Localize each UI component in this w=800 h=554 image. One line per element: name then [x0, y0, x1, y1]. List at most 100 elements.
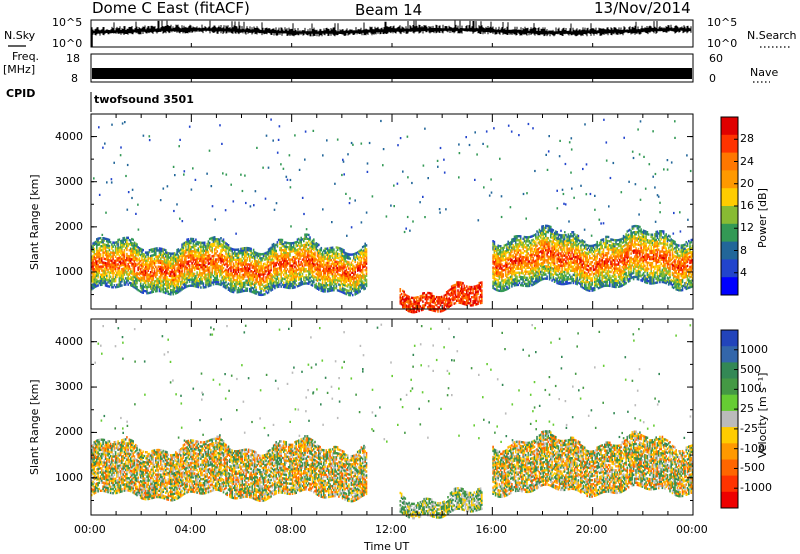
echo-cell — [290, 270, 292, 273]
echo-cell — [192, 254, 195, 257]
echo-cell — [321, 253, 324, 256]
echo-cell — [289, 268, 291, 271]
echo-cell — [518, 245, 521, 248]
echo-cell — [172, 293, 175, 296]
echo-cell — [328, 265, 330, 268]
echo-cell — [187, 284, 190, 288]
echo-cell — [541, 227, 543, 230]
echo-cell — [402, 301, 404, 305]
echo-cell — [155, 286, 157, 289]
echo-cell — [106, 252, 108, 255]
echo-cell — [191, 268, 193, 271]
echo-cell — [282, 257, 285, 260]
echo-cell — [537, 255, 540, 259]
echo-cell — [492, 254, 494, 257]
echo-cell — [530, 247, 532, 251]
echo-cell — [254, 273, 256, 276]
echo-cell — [501, 269, 503, 272]
echo-cell — [132, 271, 134, 274]
echo-cell — [218, 267, 221, 270]
echo-cell — [334, 278, 336, 282]
echo-cell — [234, 268, 236, 272]
echo-cell — [134, 283, 137, 286]
echo-cell — [143, 289, 146, 293]
echo-cell — [447, 302, 449, 305]
echo-cell — [107, 252, 109, 255]
echo-cell — [478, 300, 481, 303]
echo-cell — [175, 263, 177, 267]
echo-cell — [334, 256, 336, 259]
echo-cell — [476, 288, 478, 292]
echo-cell — [98, 261, 101, 264]
echo-cell — [296, 248, 299, 251]
echo-cell — [132, 246, 134, 250]
echo-cell — [98, 237, 101, 240]
echo-cell — [292, 247, 295, 251]
echo-cell — [407, 305, 409, 308]
echo-cell — [506, 267, 508, 270]
echo-cell — [108, 277, 111, 280]
echo-cell — [280, 265, 282, 268]
echo-cell — [244, 269, 246, 272]
echo-cell — [211, 259, 213, 262]
echo-cell — [501, 263, 503, 266]
echo-cell — [261, 293, 264, 296]
echo-cell — [267, 264, 270, 267]
echo-cell — [474, 301, 477, 304]
echo-cell — [139, 272, 142, 275]
echo-cell — [433, 305, 435, 308]
echo-cell — [494, 267, 497, 271]
echo-cell — [497, 256, 499, 260]
echo-cell — [299, 247, 301, 250]
echo-cell — [476, 286, 478, 290]
echo-cell — [502, 257, 504, 260]
echo-cell — [118, 238, 121, 241]
echo-cell — [235, 281, 237, 284]
echo-cell — [310, 240, 313, 244]
echo-cell — [138, 279, 141, 282]
echo-cell — [213, 276, 216, 280]
echo-cell — [286, 284, 289, 287]
echo-cell — [324, 290, 326, 293]
echo-cell — [210, 284, 212, 287]
echo-cell — [331, 274, 334, 278]
echo-cell — [512, 246, 514, 249]
echo-cell — [91, 265, 93, 269]
echo-cell — [245, 248, 247, 252]
echo-cell — [345, 292, 348, 296]
echo-cell — [178, 251, 181, 254]
echo-cell — [493, 273, 496, 276]
echo-cell — [328, 277, 330, 281]
echo-cell — [143, 267, 146, 270]
echo-cell — [497, 260, 499, 264]
echo-cell — [153, 286, 156, 289]
echo-cell — [236, 258, 239, 261]
echo-cell — [492, 260, 494, 263]
echo-cell — [492, 256, 494, 259]
echo-cell — [221, 249, 223, 253]
echo-cell — [192, 246, 195, 249]
echo-cell — [151, 276, 153, 280]
echo-cell — [501, 255, 503, 258]
echo-cell — [167, 258, 170, 261]
power-data — [91, 118, 694, 314]
echo-cell — [340, 282, 343, 285]
echo-cell — [206, 277, 208, 280]
echo-cell — [297, 254, 300, 257]
echo-cell — [351, 263, 354, 266]
echo-cell — [205, 273, 207, 277]
echo-cell — [198, 280, 201, 283]
echo-cell — [516, 235, 518, 238]
echo-cell — [252, 279, 255, 282]
echo-cell — [197, 249, 200, 252]
echo-cell — [200, 247, 202, 251]
echo-cell — [345, 262, 348, 265]
echo-cell — [304, 237, 306, 240]
echo-cell — [521, 259, 523, 263]
echo-cell — [246, 271, 249, 274]
echo-cell — [213, 272, 216, 276]
echo-cell — [196, 257, 198, 260]
echo-cell — [355, 256, 358, 259]
echo-cell — [300, 269, 302, 272]
echo-cell — [119, 280, 122, 283]
